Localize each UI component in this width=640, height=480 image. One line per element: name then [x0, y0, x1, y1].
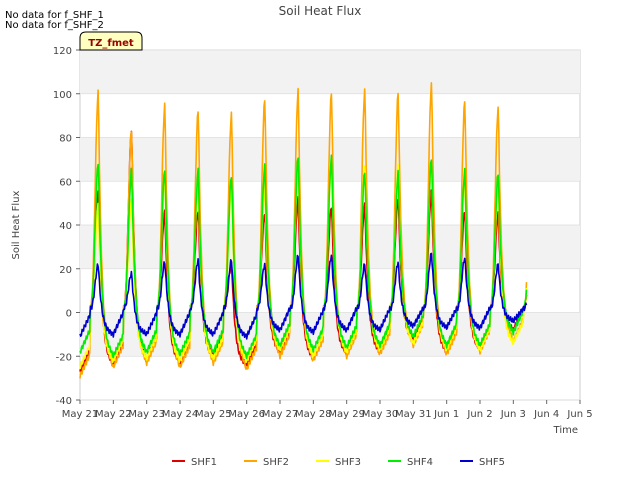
- x-tick-label: May 27: [262, 409, 299, 420]
- y-tick-label: 40: [59, 221, 72, 232]
- x-axis-label: Time: [553, 425, 578, 436]
- x-tick-label: May 26: [228, 409, 265, 420]
- x-tick-label: Jun 5: [566, 409, 592, 420]
- x-tick-label: May 22: [95, 409, 132, 420]
- legend-label-shf2: SHF2: [263, 457, 289, 468]
- y-tick-label: -20: [56, 352, 72, 363]
- no-data-note-2: No data for f_SHF_2: [5, 20, 104, 31]
- chart-title: Soil Heat Flux: [279, 4, 362, 18]
- series-line-shf4: [79, 154, 528, 359]
- y-tick-label: 120: [53, 46, 72, 57]
- x-tick-label: May 23: [128, 409, 165, 420]
- y-tick-label: 0: [66, 309, 72, 320]
- legend: SHF1 SHF2 SHF3 SHF4 SHF5: [172, 457, 505, 468]
- y-tick-label: 60: [59, 177, 72, 188]
- y-tick-label: 80: [59, 134, 72, 145]
- x-tick-label: Jun 1: [433, 409, 459, 420]
- y-tick-label: -40: [56, 396, 72, 407]
- x-tick-label: Jun 2: [466, 409, 492, 420]
- grid-band: [80, 50, 580, 94]
- y-axis-ticks: -40 -20 0 20 40 60 80 100 120: [53, 46, 80, 407]
- y-axis-label: Soil Heat Flux: [11, 190, 22, 259]
- x-tick-label: Jun 3: [500, 409, 526, 420]
- tz-badge: TZ_fmet: [79, 31, 143, 51]
- legend-label-shf1: SHF1: [191, 457, 217, 468]
- x-tick-label: May 25: [195, 409, 232, 420]
- x-tick-label: May 29: [328, 409, 365, 420]
- x-tick-label: Jun 4: [533, 409, 559, 420]
- legend-label-shf4: SHF4: [407, 457, 433, 468]
- y-tick-label: 20: [59, 265, 72, 276]
- tz-badge-label: TZ_fmet: [88, 38, 134, 49]
- no-data-note-1: No data for f_SHF_1: [5, 10, 104, 21]
- legend-label-shf5: SHF5: [479, 457, 505, 468]
- grid-band: [80, 312, 580, 357]
- legend-label-shf3: SHF3: [335, 457, 361, 468]
- series-layer: [79, 82, 528, 379]
- x-tick-label: May 31: [395, 409, 432, 420]
- y-tick-label: 100: [53, 90, 72, 101]
- x-tick-label: May 21: [62, 409, 99, 420]
- x-tick-label: May 28: [295, 409, 332, 420]
- x-tick-label: May 30: [362, 409, 399, 420]
- series-line-shf5: [79, 252, 528, 340]
- x-tick-label: May 24: [162, 409, 199, 420]
